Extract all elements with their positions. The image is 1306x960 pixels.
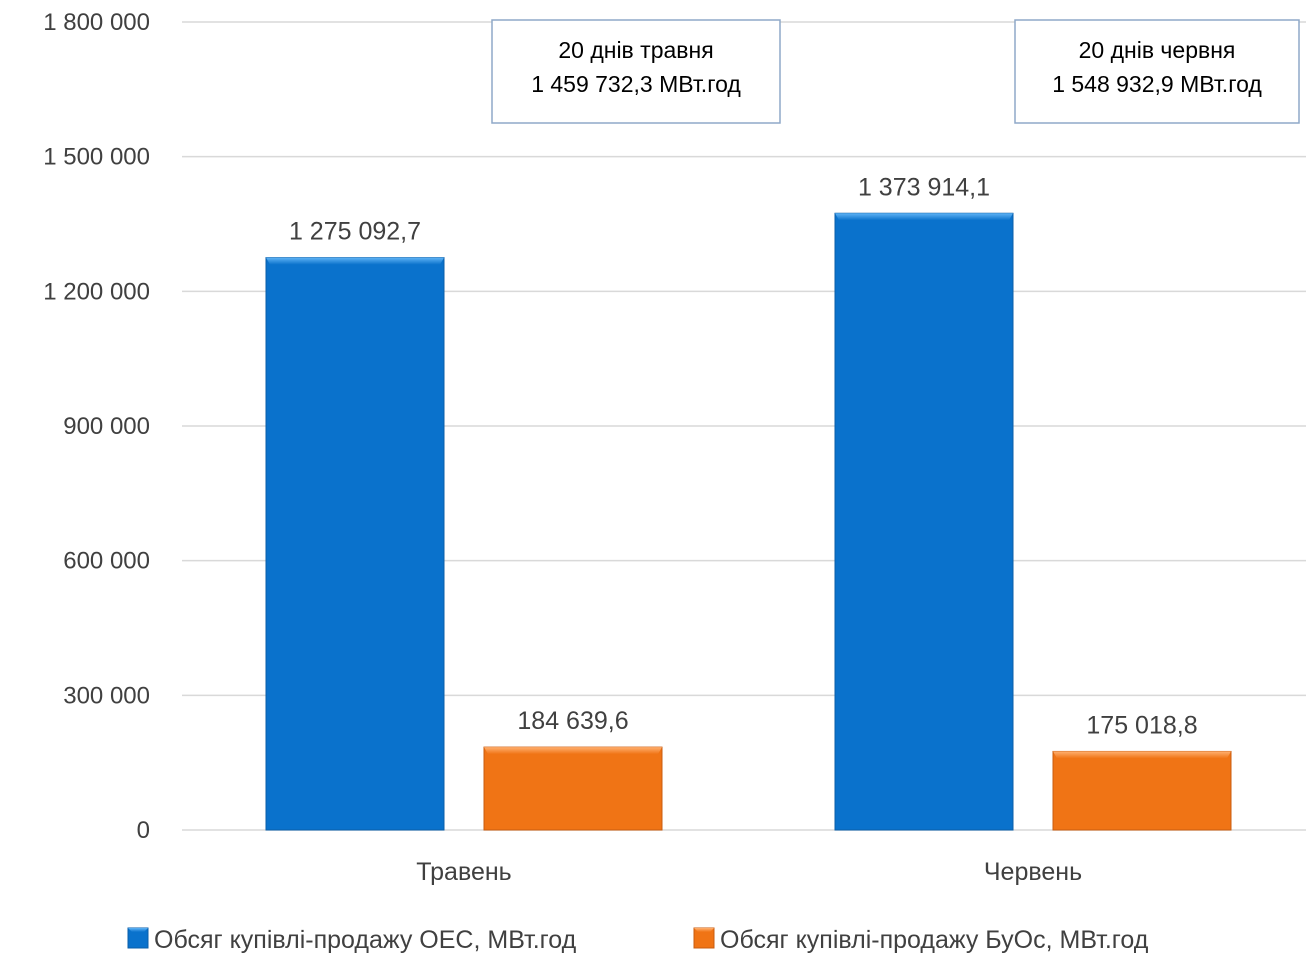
x-tick-label: Травень — [416, 858, 511, 886]
y-tick-label: 1 200 000 — [43, 278, 150, 305]
annotation-line-2: 1 459 732,3 МВт.год — [531, 71, 741, 97]
bar-body — [834, 212, 1014, 831]
data-label: 184 639,6 — [517, 707, 628, 735]
y-tick-label: 900 000 — [63, 413, 150, 440]
bars — [265, 212, 1232, 831]
annotation-frame — [491, 19, 781, 124]
bar-body — [1052, 750, 1232, 831]
annotation-box: 20 днів червня 1 548 932,9 МВт.год — [1014, 19, 1300, 124]
annotation-line-1: 20 днів травня — [558, 37, 713, 63]
annotation-box: 20 днів травня 1 459 732,3 МВт.год — [491, 19, 781, 124]
bar-oes-may — [265, 257, 445, 831]
data-labels: 1 275 092,7 1 373 914,1 184 639,6 175 018,8 — [289, 173, 1198, 739]
bar-body — [265, 257, 445, 831]
legend-swatch-bevel — [128, 928, 148, 932]
x-axis: Травень Червень — [416, 858, 1082, 886]
x-tick-label: Червень — [984, 858, 1082, 886]
y-tick-label: 600 000 — [63, 548, 150, 575]
y-tick-label: 1 500 000 — [43, 144, 150, 171]
bar-bevel — [484, 747, 662, 755]
y-tick-label: 300 000 — [63, 682, 150, 709]
y-axis: 0 300 000 600 000 900 000 1 200 000 1 500 000… — [43, 9, 150, 844]
y-tick-label: 0 — [137, 817, 150, 844]
data-label: 1 275 092,7 — [289, 218, 421, 246]
annotation-frame — [1014, 19, 1300, 124]
bar-buos-june — [1052, 750, 1232, 831]
legend-label: Обсяг купівлі-продажу ОЕС, МВт.год — [154, 926, 577, 954]
annotation-line-1: 20 днів червня — [1079, 37, 1236, 63]
bar-bevel — [266, 257, 444, 265]
bar-buos-may — [483, 746, 663, 831]
legend: Обсяг купівлі-продажу ОЕС, МВт.год Обсяг … — [127, 926, 1149, 954]
bar-oes-june — [834, 212, 1014, 831]
data-label: 175 018,8 — [1086, 711, 1197, 739]
bar-body — [483, 746, 663, 831]
data-label: 1 373 914,1 — [858, 173, 990, 201]
annotation-line-2: 1 548 932,9 МВт.год — [1052, 71, 1262, 97]
legend-swatch-bevel — [694, 928, 714, 932]
legend-item-buos: Обсяг купівлі-продажу БуОс, МВт.год — [693, 926, 1149, 954]
legend-item-oes: Обсяг купівлі-продажу ОЕС, МВт.год — [127, 926, 577, 954]
bar-bevel — [835, 213, 1013, 221]
bar-bevel — [1053, 751, 1231, 759]
legend-label: Обсяг купівлі-продажу БуОс, МВт.год — [720, 926, 1149, 954]
y-tick-label: 1 800 000 — [43, 9, 150, 36]
